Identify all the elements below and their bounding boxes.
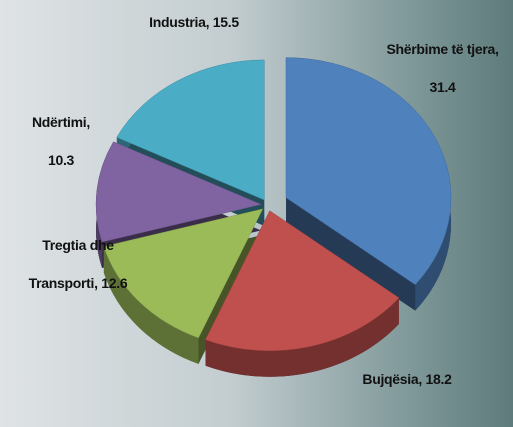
- slice-side: [205, 297, 399, 377]
- slice-side: [103, 246, 199, 364]
- value-label: 18.2: [425, 371, 452, 387]
- data-label: Shërbime të tjera, 31.4: [385, 30, 500, 106]
- slice: [285, 57, 452, 285]
- category-label: Industria,: [149, 14, 210, 30]
- slice: [95, 141, 262, 243]
- slice: [103, 208, 264, 339]
- value-label: 15.5: [212, 14, 239, 30]
- category-label: Shërbime të tjera,: [386, 41, 499, 57]
- value-label: 31.4: [429, 79, 456, 95]
- category-label: Bujqësia,: [362, 371, 422, 387]
- data-label: Industria, 15.5: [148, 3, 240, 41]
- slice: [205, 210, 400, 351]
- data-label: Bujqësia, 18.2: [362, 360, 452, 398]
- data-label: Ndërtimi, 10.3: [18, 103, 104, 179]
- value-label: 10.3: [47, 152, 75, 168]
- category-label: Tregtia dhe Transporti,: [28, 237, 114, 291]
- data-label: Tregtia dhe Transporti, 12.6: [28, 226, 128, 302]
- category-label: Ndërtimi,: [32, 114, 90, 130]
- value-label: 12.6: [101, 275, 128, 291]
- slice: [116, 59, 265, 201]
